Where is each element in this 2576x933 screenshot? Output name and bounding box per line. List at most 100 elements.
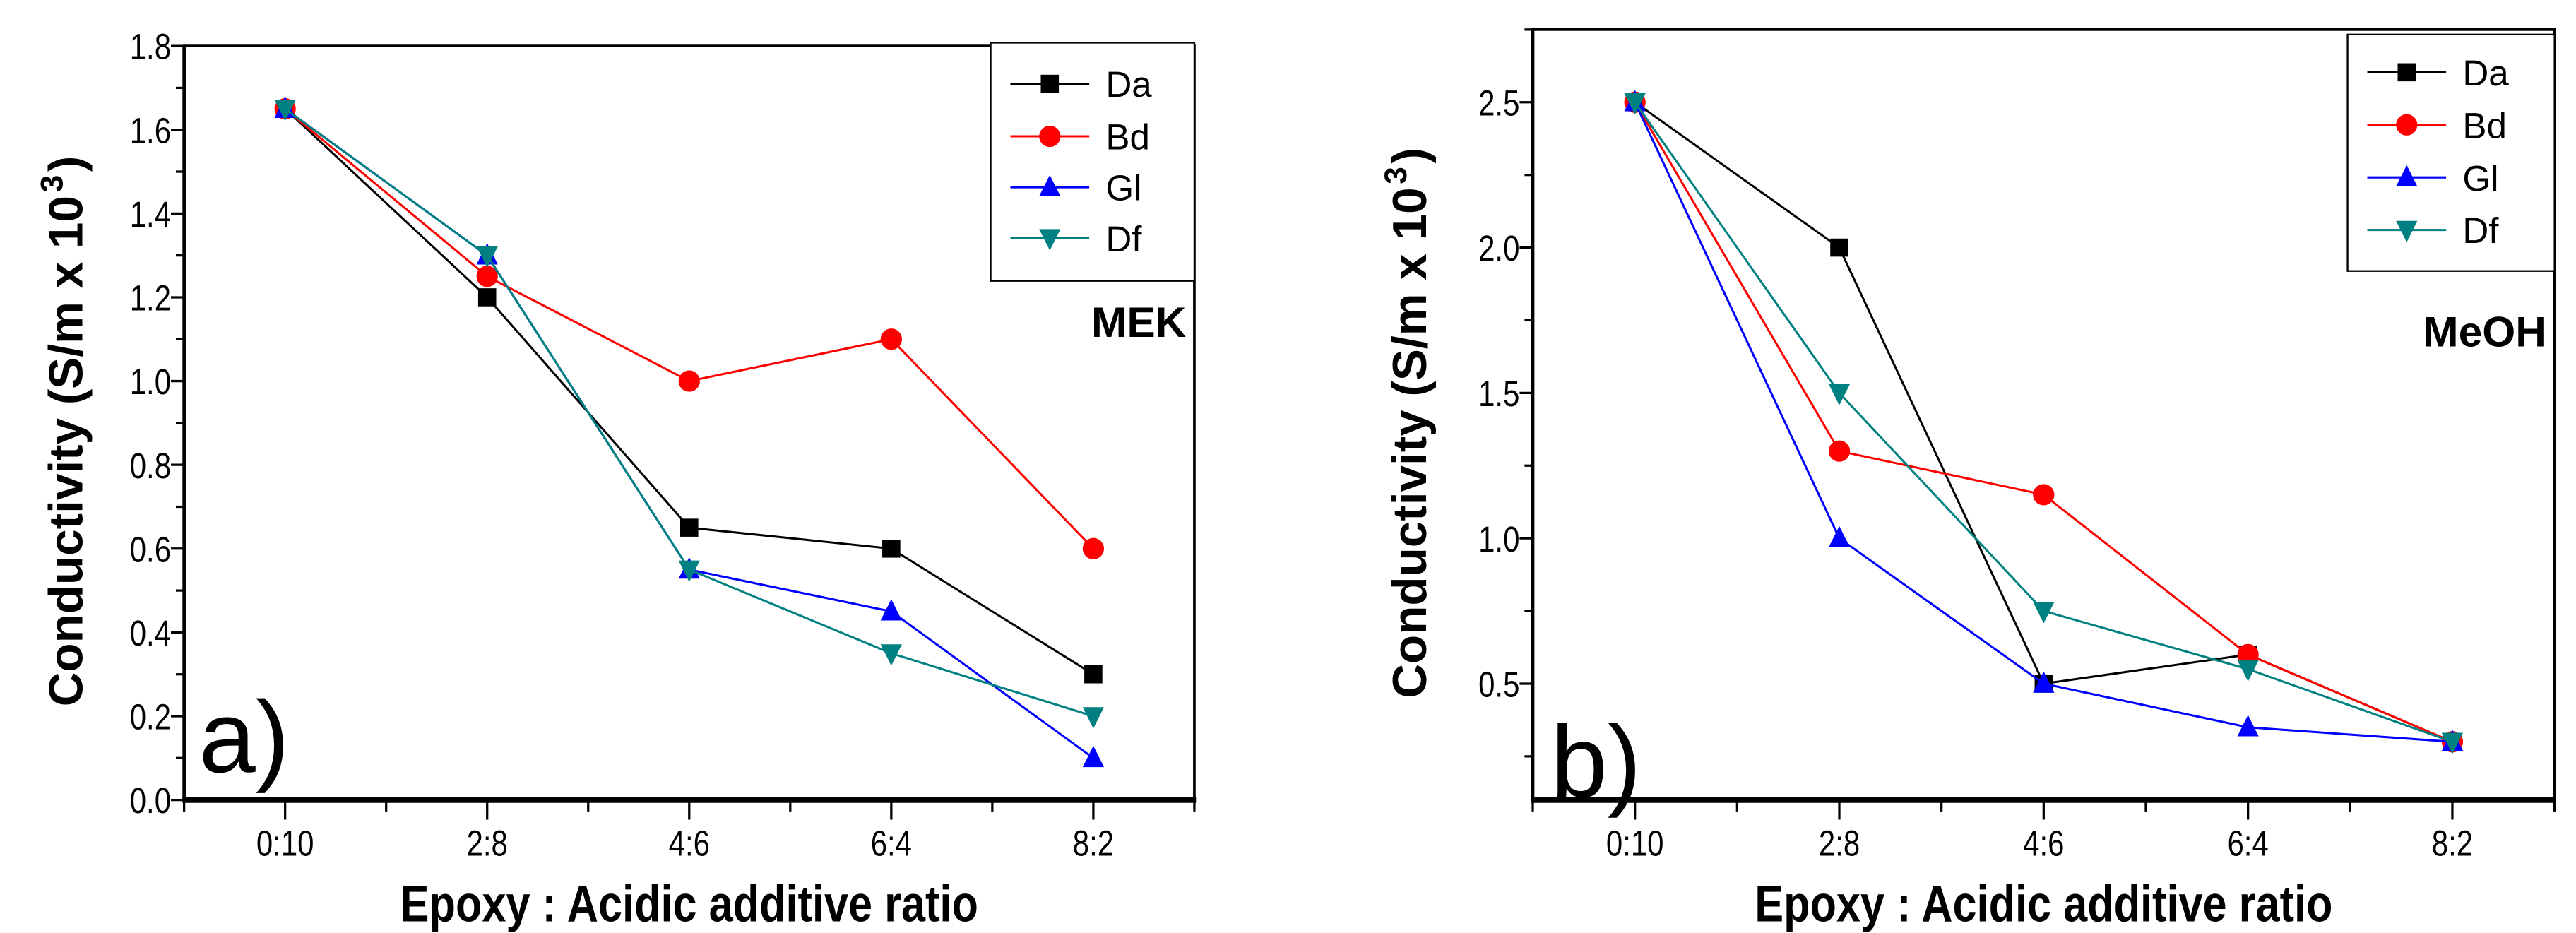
x-tick-label: 2:8 (467, 824, 508, 864)
x-tick-label: 8:2 (2432, 824, 2473, 864)
legend-marker (2396, 114, 2418, 136)
series-Df (1624, 93, 2464, 754)
data-point-Df (880, 644, 902, 666)
legend-label: Gl (1105, 168, 1141, 208)
x-tick-label: 0:10 (1606, 824, 1664, 864)
data-point-Da (882, 539, 901, 558)
y-axis-title-superscript: 3 (1379, 167, 1413, 184)
data-point-Df (2441, 732, 2464, 754)
legend-marker (2397, 63, 2416, 82)
series-Bd (274, 97, 1105, 559)
x-tick-label: 0:10 (256, 824, 314, 864)
y-tick-label: 1.4 (130, 194, 171, 234)
x-tick-label: 8:2 (1073, 824, 1114, 864)
legend-entry: Bd (2367, 105, 2507, 145)
data-point-Df (1624, 93, 1646, 115)
data-point-Bd (476, 266, 498, 287)
legend-entry: Gl (1010, 168, 1142, 208)
data-point-Bd (1082, 537, 1105, 559)
legend-label: Da (1105, 64, 1152, 105)
legend-marker (2396, 165, 2418, 186)
legend-label: Gl (2462, 158, 2498, 198)
y-tick-label: 1.2 (130, 278, 171, 319)
legend-label: Df (2462, 210, 2499, 251)
legend-marker (1039, 125, 1061, 148)
y-tick-label: 0.5 (1478, 665, 1519, 705)
legend-entry: Da (2367, 53, 2509, 93)
y-axis-title: Conductivity (S/m x 10 3) (35, 156, 93, 707)
legend-label: Df (1105, 219, 1142, 259)
series-line-Gl (1634, 102, 2453, 743)
data-point-Gl (1828, 525, 1851, 547)
series-Gl (1624, 90, 2464, 751)
series-line-Bd (284, 107, 1094, 549)
legend-label: Da (2462, 53, 2509, 93)
y-axis-title: Conductivity (S/m x 10 3) (1379, 148, 1437, 699)
data-point-Bd (1828, 440, 1851, 462)
y-tick-label: 2.5 (1478, 83, 1519, 123)
solvent-label: MEK (1091, 298, 1187, 346)
series-line-Df (284, 107, 1094, 718)
y-axis-title-end: ) (1384, 148, 1437, 163)
y-tick-label: 1.8 (130, 27, 171, 67)
data-point-Gl (880, 599, 902, 621)
legend-box (990, 42, 1196, 282)
legend-box (2346, 33, 2556, 272)
x-axis-title: Epoxy : Acidic additive ratio (1755, 876, 2332, 933)
y-tick-label: 1.5 (1478, 374, 1519, 414)
legend: Da Bd Gl Df (2346, 33, 2556, 272)
series-Bd (1624, 91, 2464, 753)
data-point-Df (274, 100, 296, 121)
data-point-Bd (2033, 484, 2055, 506)
legend-entry: Df (1010, 219, 1142, 259)
series-line-Da (1634, 101, 2453, 743)
y-tick-label: 1.6 (130, 110, 171, 150)
x-tick-label: 4:6 (669, 824, 710, 864)
data-point-Df (476, 246, 498, 268)
data-point-Df (1082, 707, 1105, 729)
data-point-Da (679, 518, 699, 537)
y-axis-title-main: Conductivity (S/m x 10 (1384, 187, 1437, 698)
data-point-Df (678, 560, 700, 582)
data-point-Da (1830, 238, 1848, 257)
y-tick-label: 1.0 (1478, 519, 1519, 559)
legend-entry: Da (1010, 64, 1152, 105)
series-Da (275, 100, 1103, 684)
legend-marker (1039, 174, 1061, 196)
data-point-Da (477, 288, 497, 307)
data-point-Gl (2033, 671, 2055, 693)
y-tick-label: 0.4 (130, 613, 171, 653)
data-point-Df (1828, 384, 1851, 405)
y-axis-title-main: Conductivity (S/m x 10 (40, 196, 93, 706)
y-tick-label: 2.0 (1478, 228, 1519, 268)
data-point-Bd (880, 328, 902, 350)
x-axis-title: Epoxy : Acidic additive ratio (400, 876, 978, 933)
x-tick-label: 6:4 (871, 824, 912, 864)
legend-marker (1040, 74, 1060, 93)
y-tick-label: 1.0 (130, 362, 171, 402)
panel-label: a) (199, 679, 290, 794)
y-tick-label: 0.8 (130, 446, 171, 486)
y-axis-title-superscript: 3 (35, 175, 70, 193)
legend: Da Bd Gl Df (990, 42, 1196, 282)
y-tick-label: 0.6 (130, 529, 171, 569)
chart-b: 0:10 2:8 4:6 6:4 8:2 0.5 1.0 1.5 2.0 2.5 Epoxy : A… (1379, 28, 2556, 933)
legend-entry: Gl (2367, 158, 2499, 198)
series-Df (274, 100, 1105, 729)
legend-entry: Df (2367, 210, 2499, 251)
chart-a: 0:10 2:8 4:6 6:4 8:2 0.0 0.2 0.4 0.6 0.8 1.0 1.2 1.4… (35, 27, 1197, 933)
legend-entry: Bd (1010, 117, 1150, 158)
y-tick-label: 0.2 (130, 697, 171, 737)
data-point-Bd (678, 370, 700, 392)
y-axis-title-end: ) (40, 156, 93, 172)
series-line-Df (1634, 101, 2453, 743)
series-Da (1625, 93, 2462, 751)
solvent-label: MeOH (2423, 308, 2546, 356)
series-line-Gl (284, 107, 1094, 759)
x-tick-label: 2:8 (1819, 824, 1860, 864)
legend-marker (1039, 229, 1061, 251)
data-point-Df (2237, 660, 2259, 682)
data-point-Df (2033, 602, 2055, 624)
series-line-Bd (1634, 102, 2453, 743)
